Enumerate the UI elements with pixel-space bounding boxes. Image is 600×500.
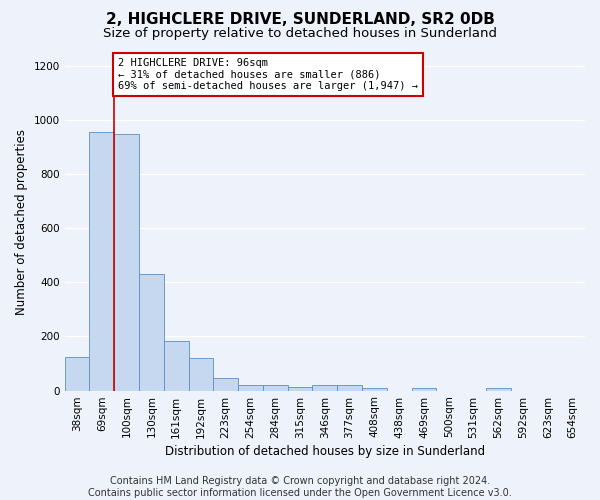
- Text: 2 HIGHCLERE DRIVE: 96sqm
← 31% of detached houses are smaller (886)
69% of semi-: 2 HIGHCLERE DRIVE: 96sqm ← 31% of detach…: [118, 58, 418, 91]
- Bar: [287, 386, 313, 390]
- Bar: [486, 388, 511, 390]
- Bar: [188, 358, 214, 390]
- Text: Contains HM Land Registry data © Crown copyright and database right 2024.
Contai: Contains HM Land Registry data © Crown c…: [88, 476, 512, 498]
- Bar: [412, 388, 436, 390]
- Bar: [263, 385, 287, 390]
- Y-axis label: Number of detached properties: Number of detached properties: [15, 128, 28, 314]
- Bar: [337, 385, 362, 390]
- Text: Size of property relative to detached houses in Sunderland: Size of property relative to detached ho…: [103, 28, 497, 40]
- Text: 2, HIGHCLERE DRIVE, SUNDERLAND, SR2 0DB: 2, HIGHCLERE DRIVE, SUNDERLAND, SR2 0DB: [106, 12, 494, 28]
- Bar: [362, 388, 387, 390]
- Bar: [214, 378, 238, 390]
- Bar: [313, 385, 337, 390]
- Bar: [114, 134, 139, 390]
- Bar: [139, 274, 164, 390]
- Bar: [65, 357, 89, 390]
- Bar: [89, 132, 114, 390]
- X-axis label: Distribution of detached houses by size in Sunderland: Distribution of detached houses by size …: [165, 444, 485, 458]
- Bar: [238, 385, 263, 390]
- Bar: [164, 340, 188, 390]
